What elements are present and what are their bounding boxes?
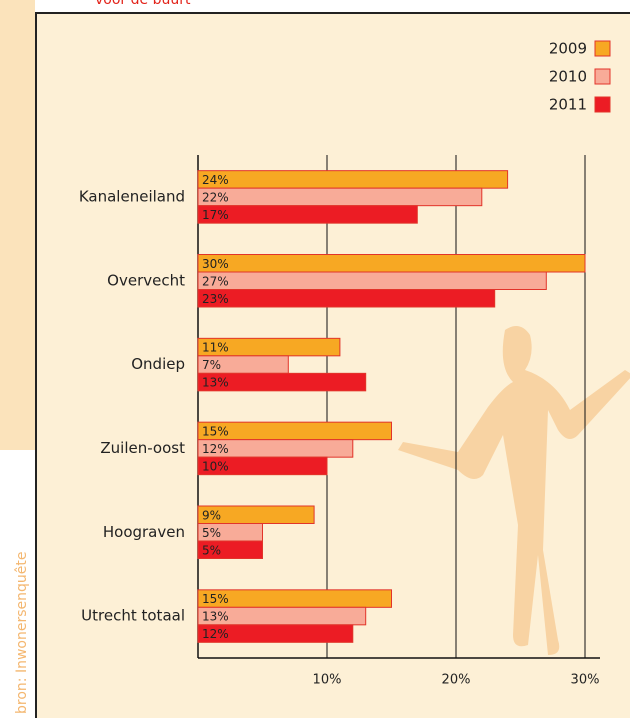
y-tick-label: Hoograven [103, 523, 185, 541]
bar [197, 170, 509, 189]
bar [197, 254, 586, 273]
data-label: 5% [202, 543, 221, 557]
bar [197, 271, 547, 290]
source: bron: Inwonersenquête [14, 552, 30, 714]
legend-label: 2010 [549, 68, 587, 86]
y-tick-label: Ondiep [131, 355, 185, 373]
bar [197, 624, 354, 643]
header-fragment: voor de buurt [95, 0, 191, 8]
data-label: 10% [202, 459, 229, 473]
legend-swatch [594, 96, 611, 113]
bar [197, 372, 367, 392]
data-label: 30% [202, 257, 229, 271]
y-tick-label: Overvecht [107, 271, 185, 289]
data-label: 15% [202, 424, 229, 438]
data-label: 24% [202, 173, 229, 187]
legend-swatch [594, 40, 611, 57]
data-label: 22% [202, 190, 229, 204]
bar [197, 540, 263, 559]
data-label: 12% [202, 442, 229, 456]
data-label: 12% [202, 627, 229, 641]
data-label: 9% [202, 508, 221, 522]
data-label: 13% [202, 376, 229, 390]
data-label: 5% [202, 526, 221, 540]
legend-label: 2011 [549, 96, 587, 114]
data-label: 23% [202, 292, 229, 306]
bar [197, 205, 418, 224]
data-label: 13% [202, 610, 229, 624]
x-tick-label: 10% [313, 673, 342, 688]
data-label: 7% [202, 358, 221, 372]
data-label: 17% [202, 208, 229, 222]
bar [197, 456, 328, 476]
data-label: 11% [202, 341, 229, 355]
y-tick-label: Utrecht totaal [81, 607, 185, 625]
x-tick-label: 30% [571, 673, 600, 688]
legend-label: 2009 [549, 40, 587, 58]
y-tick-label: Zuilen-oost [100, 439, 185, 457]
data-label: 15% [202, 592, 229, 606]
silhouette [398, 326, 630, 655]
legend-swatch [594, 68, 611, 85]
side-panel [0, 0, 35, 450]
bar [197, 187, 483, 207]
bar [197, 289, 496, 308]
y-tick-label: Kanaleneiland [79, 187, 185, 205]
x-tick-label: 20% [442, 673, 471, 688]
data-label: 27% [202, 274, 229, 288]
